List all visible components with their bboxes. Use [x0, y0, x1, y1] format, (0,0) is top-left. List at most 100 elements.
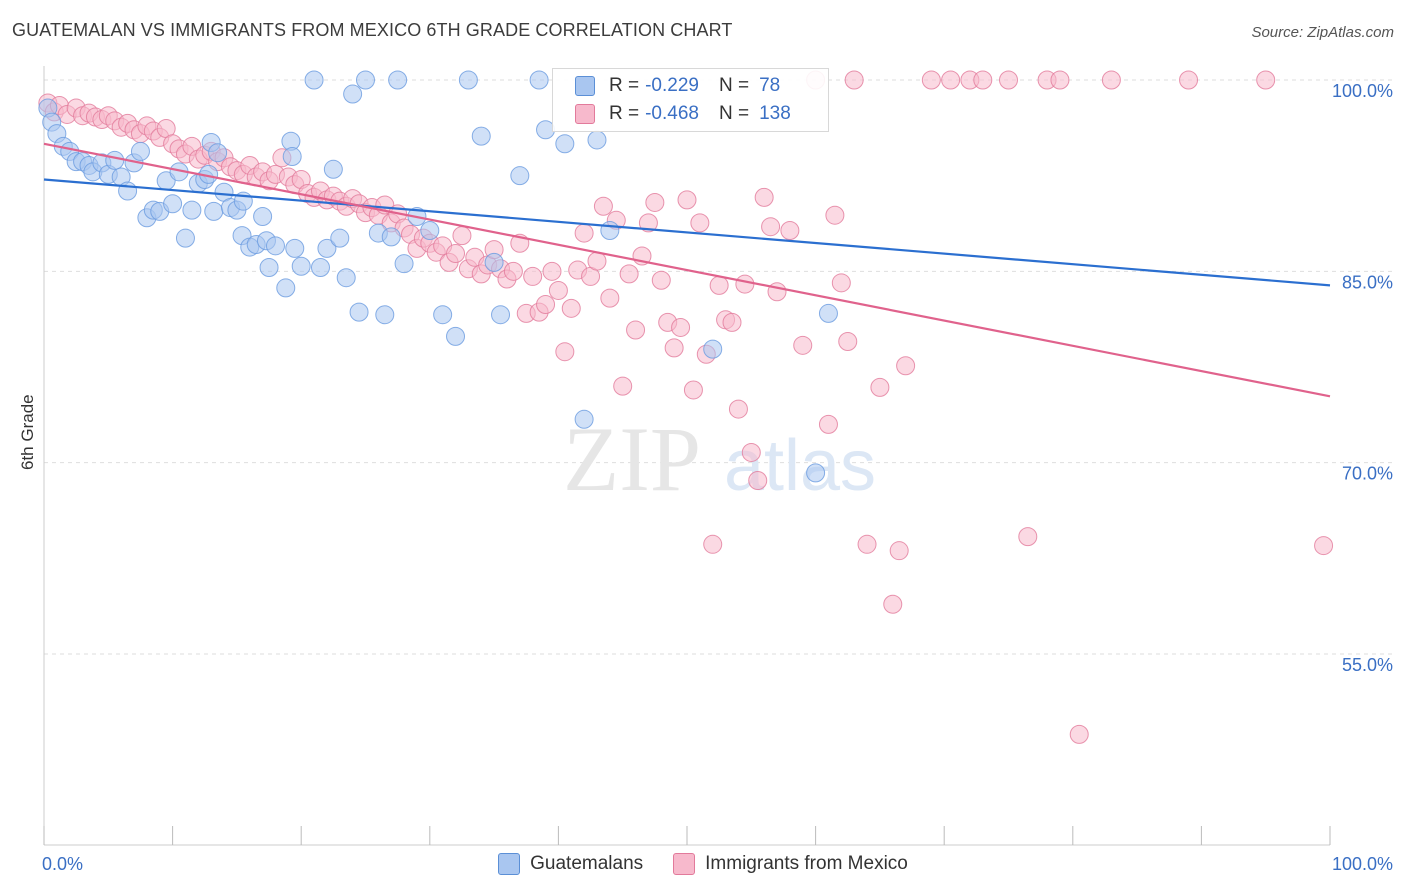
guatemalans-point [703, 339, 723, 359]
guatemalans-point [317, 238, 337, 258]
guatemalans-point [574, 409, 594, 429]
guatemalans-point [259, 258, 279, 278]
mexico-point [722, 312, 742, 332]
guatemalans-point [204, 201, 224, 221]
mexico-point [645, 192, 665, 212]
guatemalans-point [806, 463, 826, 483]
guatemalans-point [458, 70, 478, 90]
bottom-legend-swatch-mexico [673, 853, 696, 875]
trend-lines [43, 142, 1331, 398]
mexico-point [555, 342, 575, 362]
mexico-point [619, 264, 639, 284]
guatemalans-point [388, 70, 408, 90]
source-label: Source: ZipAtlas.com [1251, 24, 1394, 41]
mexico-point [703, 534, 723, 554]
mexico-point [561, 298, 581, 318]
mexico-point [761, 217, 781, 237]
mexico-point [941, 70, 961, 90]
legend-n-value: 138 [759, 103, 791, 124]
legend-r-value: -0.468 [645, 103, 699, 124]
mexico-point [446, 243, 466, 263]
mexico-point [548, 280, 568, 300]
y-axis-title: 6th Grade [18, 394, 37, 470]
guatemalans-point [304, 70, 324, 90]
guatemalans-point [163, 194, 183, 214]
mexico-point [754, 187, 774, 207]
guatemalans-point [356, 70, 375, 90]
guatemalans-point [285, 238, 305, 258]
mexico-point [870, 377, 890, 397]
mexico-point [683, 380, 703, 400]
mexico-point [748, 471, 768, 491]
guatemalans-point [446, 326, 466, 346]
guatemalans-point [130, 141, 150, 161]
mexico-point [542, 261, 562, 281]
mexico-point [838, 331, 858, 351]
guatemalans-point [336, 268, 356, 288]
guatemalans-point [818, 303, 838, 323]
guatemalans-point [420, 221, 440, 241]
mexico-point [857, 534, 877, 554]
guatemalans-point [253, 206, 273, 226]
bottom-legend: Guatemalans Immigrants from Mexico [0, 853, 1406, 875]
guatemalans-point [208, 143, 228, 163]
guatemalans-point [118, 181, 138, 201]
legend-swatch-guatemalans [575, 76, 595, 96]
mexico-point [671, 317, 691, 337]
guatemalans-point [310, 258, 330, 278]
bottom-legend-swatch-guatemalans [498, 853, 521, 875]
mexico-point [536, 294, 556, 314]
mexico-point [574, 223, 594, 243]
legend: R = -0.229 N = 78 R = -0.468 N = 138 [552, 68, 829, 132]
mexico-point [690, 213, 710, 233]
guatemalans-trend-line [43, 178, 1331, 287]
guatemalans-point [394, 254, 414, 274]
watermark-atlas: atlas [724, 426, 876, 506]
mexico-point [1256, 70, 1276, 90]
series-guatemalans-points [38, 70, 838, 483]
guatemalans-point [433, 305, 453, 325]
guatemalans-point [265, 236, 285, 256]
guatemalans-point [491, 305, 511, 325]
mexico-point [1101, 70, 1121, 90]
guatemalans-point [555, 134, 575, 154]
mexico-point [1069, 724, 1089, 744]
guatemalans-point [381, 227, 401, 247]
guatemalans-point [529, 70, 549, 90]
bottom-legend-mexico: Immigrants from Mexico [673, 853, 908, 875]
guatemalans-point [471, 126, 491, 146]
guatemalans-point [510, 166, 530, 186]
mexico-point [1018, 527, 1038, 547]
guatemalans-point [484, 252, 504, 272]
legend-n-label: N = [718, 75, 750, 96]
guatemalans-point [291, 256, 311, 276]
mexico-point [587, 251, 607, 271]
mexico-point [889, 541, 909, 561]
mexico-point [651, 270, 671, 290]
mexico-point [523, 266, 543, 286]
mexico-point [593, 196, 613, 216]
mexico-point [664, 338, 684, 358]
x-tick-label-min: 0.0% [42, 854, 83, 874]
legend-r-label: R = [609, 103, 640, 124]
mexico-point [831, 273, 851, 293]
guatemalans-point [323, 159, 343, 179]
x-tick-label-max: 100.0% [1332, 854, 1393, 874]
mexico-point [503, 261, 523, 281]
legend-row-mexico: R = -0.468 N = 138 [575, 101, 791, 127]
y-tick-label: 55.0% [1342, 655, 1393, 675]
mexico-point [741, 442, 761, 462]
mexico-point [844, 70, 864, 90]
legend-r-value: -0.229 [645, 75, 699, 96]
mexico-point [677, 190, 697, 210]
guatemalans-point [600, 221, 620, 241]
guatemalans-point [349, 302, 369, 322]
mexico-trend-line [43, 142, 1331, 398]
mexico-point [626, 320, 646, 340]
mexico-point [1314, 536, 1334, 556]
mexico-point [728, 399, 748, 419]
guatemalans-point [375, 305, 395, 325]
legend-row-guatemalans: R = -0.229 N = 78 [575, 73, 780, 99]
bottom-legend-guatemalans: Guatemalans [498, 853, 643, 875]
